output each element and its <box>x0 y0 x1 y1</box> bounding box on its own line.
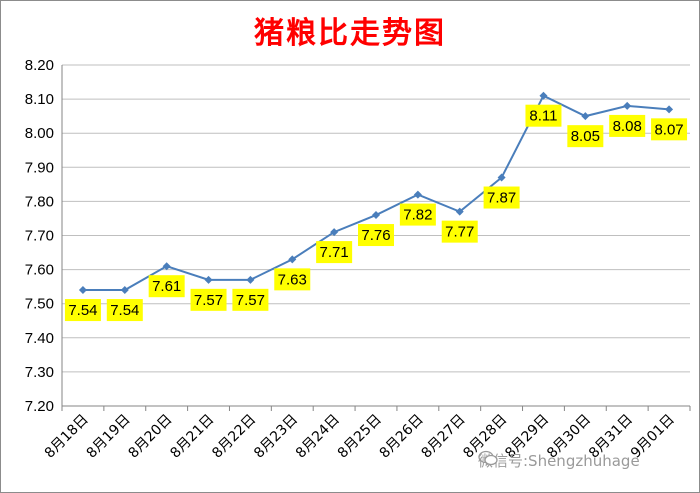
y-tick-label: 7.30 <box>25 364 54 381</box>
data-label-text: 8.08 <box>613 118 642 135</box>
y-axis-ticks: 8.20 8.10 8.00 7.90 7.80 7.70 7.60 7.50 7.40 7.30… <box>25 57 54 415</box>
data-label-text: 7.63 <box>278 271 307 288</box>
x-tick-label: 8月27日 <box>419 412 469 462</box>
data-label: 7.76 <box>358 224 394 247</box>
data-label-bg <box>441 220 478 243</box>
y-tick-label: 7.70 <box>25 228 54 245</box>
y-tick-label: 7.80 <box>25 193 54 210</box>
data-label: 8.08 <box>609 114 646 137</box>
data-point <box>120 286 129 295</box>
data-label: 7.63 <box>274 268 311 291</box>
data-label-text: 7.57 <box>194 292 223 309</box>
data-label-bg <box>106 299 143 322</box>
y-tick-label: 7.20 <box>25 398 54 415</box>
data-point <box>413 190 422 199</box>
data-point <box>204 275 213 284</box>
data-label-bg <box>190 288 227 311</box>
data-label: 7.87 <box>483 186 520 209</box>
y-tick-label: 7.90 <box>25 159 54 176</box>
data-label-bg <box>316 241 353 264</box>
data-label-bg <box>64 299 101 322</box>
y-tick-label: 8.10 <box>25 91 54 108</box>
data-point <box>665 105 674 114</box>
data-label: 7.54 <box>64 299 101 322</box>
data-label: 7.77 <box>441 220 478 243</box>
data-point <box>330 228 339 237</box>
data-point <box>246 275 255 284</box>
data-point <box>455 207 464 216</box>
data-label-text: 7.54 <box>110 302 139 319</box>
data-label-bg <box>232 288 269 311</box>
data-point <box>372 211 380 220</box>
x-tick-label: 8月18日 <box>42 412 92 462</box>
data-label-text: 7.71 <box>320 244 349 261</box>
wechat-icon <box>478 450 498 466</box>
data-label-text: 7.82 <box>403 207 432 224</box>
x-tick-label: 8月23日 <box>251 412 301 462</box>
y-tick-label: 7.50 <box>25 296 54 313</box>
data-label: 8.11 <box>525 104 562 127</box>
x-tick-label: 8月21日 <box>167 412 217 462</box>
y-tick-label: 8.00 <box>25 125 54 142</box>
data-label: 7.71 <box>316 241 353 264</box>
data-label-text: 7.57 <box>236 292 265 309</box>
data-label-bg <box>148 275 185 298</box>
data-label-text: 7.76 <box>361 227 390 244</box>
data-point <box>539 91 548 100</box>
data-label-bg <box>399 203 436 226</box>
axes <box>61 65 690 407</box>
data-point <box>623 101 632 110</box>
x-tick-label: 8月24日 <box>293 412 343 462</box>
x-tick-label: 8月25日 <box>335 412 385 462</box>
x-tick-label: 8月26日 <box>377 412 427 462</box>
data-label-bg <box>651 118 688 141</box>
watermark-text: 微信号:Shengzhuhage <box>478 452 640 470</box>
data-label-bg <box>609 114 646 137</box>
data-label-bg <box>567 125 604 148</box>
data-label-text: 8.05 <box>571 128 600 145</box>
series-line <box>78 91 674 295</box>
x-tick-label: 8月20日 <box>125 412 175 462</box>
data-label: 7.82 <box>399 203 436 226</box>
data-labels: 7.54 7.54 7.61 7.57 7.57 7.63 7.71 7.76 7.82 7.77… <box>64 104 688 322</box>
data-label: 8.05 <box>567 125 604 148</box>
data-point <box>78 286 87 295</box>
data-label-bg <box>483 186 520 209</box>
data-label: 7.57 <box>190 288 227 311</box>
y-tick-label: 7.40 <box>25 330 54 347</box>
data-label: 7.61 <box>148 275 185 298</box>
y-tick-label: 7.60 <box>25 262 54 279</box>
data-point <box>497 173 506 182</box>
watermark: 微信号:Shengzhuhage <box>478 450 640 471</box>
chart-title: 猪粮比走势图 <box>254 16 446 51</box>
data-label-text: 7.87 <box>487 190 516 207</box>
x-tick-label: 8月22日 <box>209 412 259 462</box>
data-point <box>162 262 171 271</box>
data-label: 8.07 <box>651 118 688 141</box>
data-point <box>288 255 297 264</box>
data-label-text: 7.77 <box>445 224 474 241</box>
data-label: 7.54 <box>106 299 143 322</box>
data-label-text: 7.54 <box>68 302 97 319</box>
data-label: 7.57 <box>232 288 269 311</box>
data-label-text: 7.61 <box>152 278 181 295</box>
data-label-text: 8.11 <box>529 108 557 125</box>
data-label-bg <box>525 104 562 127</box>
y-tick-label: 8.20 <box>25 57 54 74</box>
x-tick-label: 8月19日 <box>84 412 134 462</box>
data-point <box>581 112 590 121</box>
data-label-bg <box>358 224 394 247</box>
data-label-bg <box>274 268 311 291</box>
data-label-text: 8.07 <box>654 121 683 138</box>
series-path <box>82 94 670 292</box>
